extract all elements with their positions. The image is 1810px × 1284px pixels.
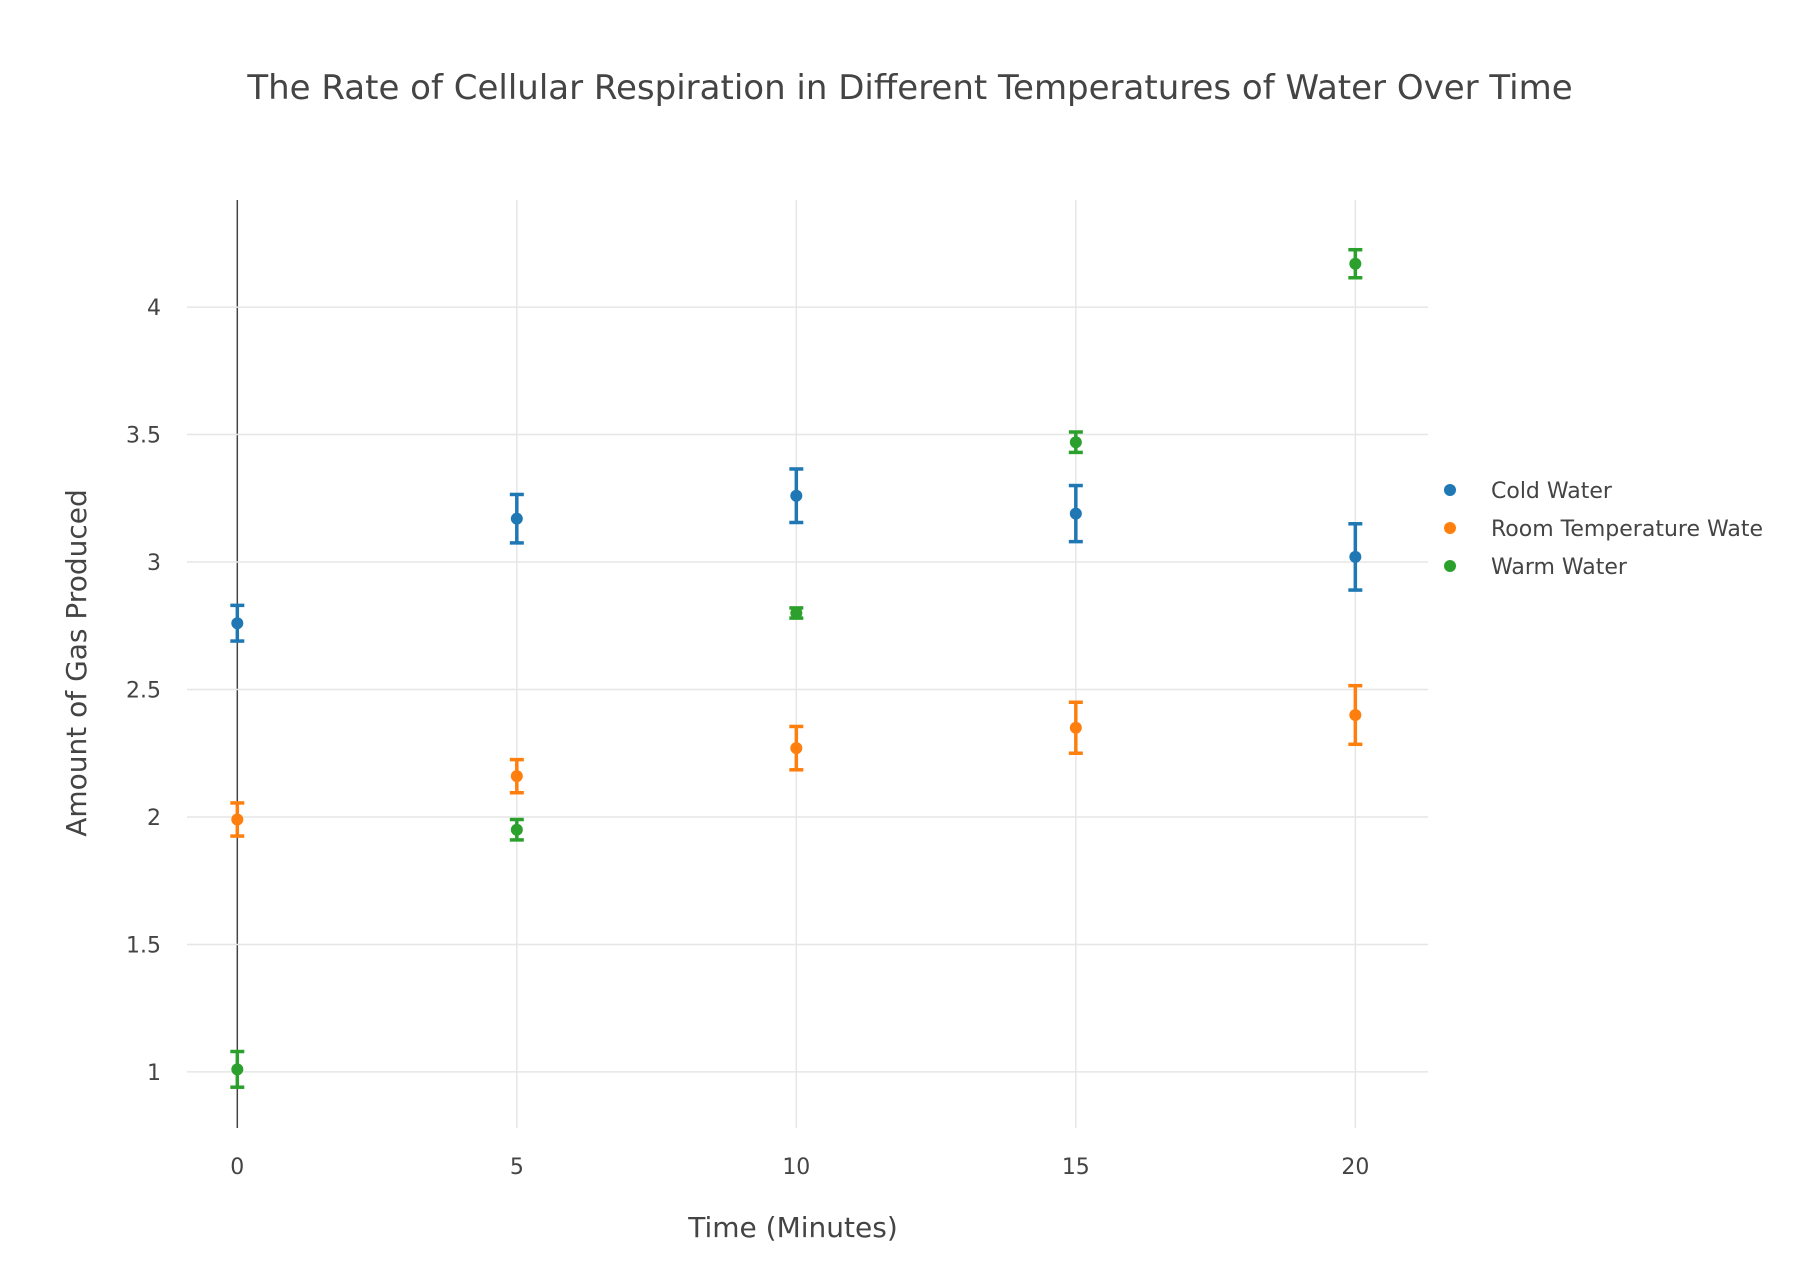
data-point — [510, 512, 523, 525]
legend-marker — [1444, 522, 1456, 534]
y-axis-ticks: 1 1.5 2 2.5 3 3.5 4 — [126, 296, 161, 1086]
y-tick-label: 1.5 — [126, 933, 161, 958]
legend-item[interactable]: Room Temperature Wate — [1444, 517, 1763, 542]
y-tick-label: 4 — [147, 296, 161, 321]
x-tick-label: 10 — [782, 1155, 810, 1180]
legend-item[interactable]: Warm Water — [1444, 555, 1628, 580]
x-tick-label: 5 — [510, 1155, 524, 1180]
data-point — [1349, 550, 1362, 563]
data-point — [790, 489, 803, 502]
data-point — [510, 823, 523, 836]
series-0 — [230, 467, 1363, 643]
series-2 — [230, 247, 1363, 1089]
y-tick-label: 3.5 — [126, 424, 161, 449]
data-point — [510, 770, 523, 783]
legend-label: Cold Water — [1491, 479, 1613, 504]
data-point — [1069, 721, 1082, 734]
plot-area — [230, 247, 1363, 1089]
data-point — [1069, 507, 1082, 520]
data-point — [231, 1063, 244, 1076]
data-point — [790, 607, 803, 620]
data-point — [231, 617, 244, 630]
legend-marker — [1444, 484, 1456, 496]
y-axis-title: Amount of Gas Produced — [60, 489, 93, 837]
x-tick-label: 20 — [1341, 1155, 1369, 1180]
series-1 — [230, 683, 1363, 838]
grid — [187, 200, 1428, 1128]
y-tick-label: 2 — [147, 806, 161, 831]
chart-title: The Rate of Cellular Respiration in Diff… — [246, 68, 1572, 108]
x-axis-title: Time (Minutes) — [687, 1211, 898, 1244]
legend-label: Warm Water — [1491, 555, 1628, 580]
data-point — [1349, 708, 1362, 721]
data-point — [1069, 436, 1082, 449]
legend-label: Room Temperature Wate — [1491, 517, 1763, 542]
x-axis-ticks: 0 5 10 15 20 — [230, 1155, 1369, 1180]
x-tick-label: 0 — [230, 1155, 244, 1180]
legend-item[interactable]: Cold Water — [1444, 479, 1613, 504]
data-point — [1349, 257, 1362, 270]
data-point — [790, 742, 803, 755]
y-tick-label: 1 — [147, 1061, 161, 1086]
y-tick-label: 2.5 — [126, 678, 161, 703]
legend-marker — [1444, 560, 1456, 572]
legend[interactable]: Cold Water Room Temperature Wate Warm Wate… — [1444, 479, 1763, 580]
data-point — [231, 813, 244, 826]
x-tick-label: 15 — [1062, 1155, 1090, 1180]
y-tick-label: 3 — [147, 551, 161, 576]
